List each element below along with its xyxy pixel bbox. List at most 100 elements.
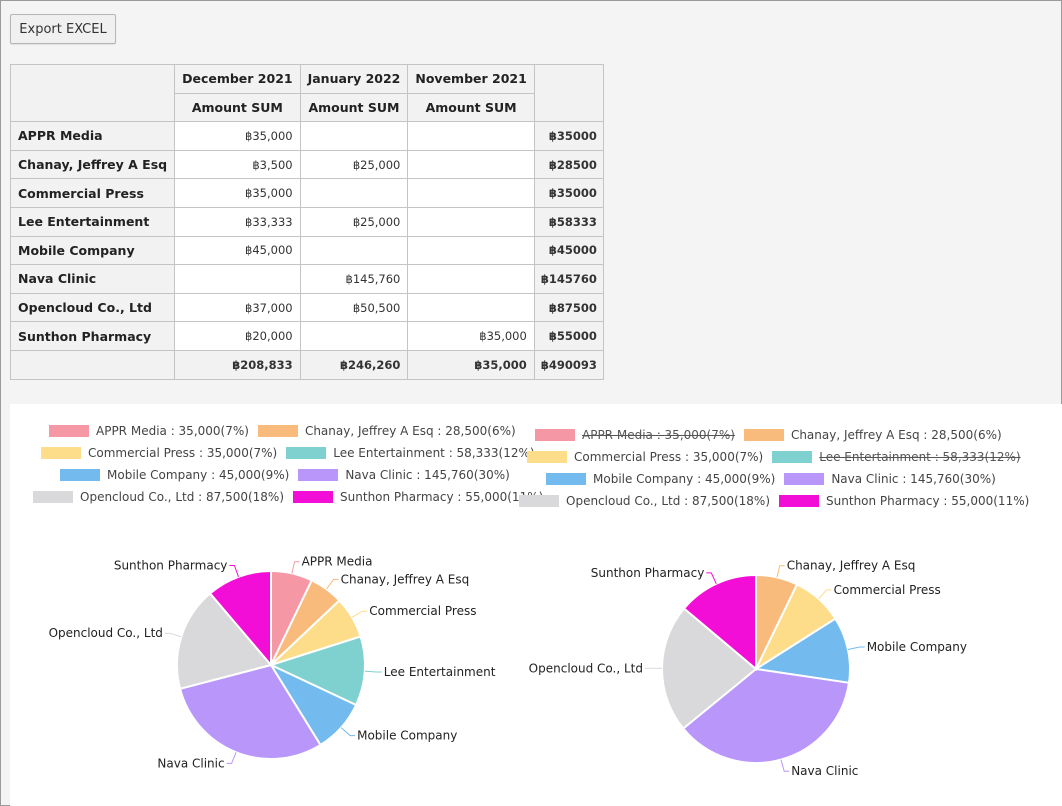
table-corner bbox=[9, 63, 176, 123]
column-header[interactable]: November 2021 bbox=[407, 64, 535, 94]
table-cell bbox=[407, 178, 535, 208]
legend-swatch bbox=[298, 469, 339, 481]
legend-item[interactable]: Chanay, Jeffrey A Esq : 28,500(6%) bbox=[257, 424, 516, 438]
pie-label-line bbox=[776, 565, 785, 578]
chart-panel: APPR Media : 35,000(7%) Chanay, Jeffrey A… bbox=[10, 404, 1062, 806]
pie-label-line bbox=[226, 752, 237, 764]
pie-chart-1: APPR Media Chanay, Jeffrey A Esq Commercia… bbox=[49, 555, 496, 771]
table-row: Mobile Company ฿45,000 ฿45000 bbox=[9, 235, 604, 266]
legend-row: Commercial Press : 35,000(7%) Lee Enterta… bbox=[41, 446, 544, 460]
legend-swatch bbox=[779, 495, 820, 507]
legend-swatch bbox=[535, 429, 575, 441]
pie-label: Opencloud Co., Ltd bbox=[49, 626, 163, 640]
legend-swatch bbox=[257, 425, 298, 437]
row-header[interactable]: Lee Entertainment bbox=[9, 206, 176, 237]
row-header[interactable]: Nava Clinic bbox=[9, 264, 176, 294]
pie-slice[interactable] bbox=[661, 607, 758, 730]
pie-label-line bbox=[351, 610, 368, 618]
legend-item[interactable]: Opencloud Co., Ltd : 87,500(18%) bbox=[33, 490, 284, 504]
table-cell: ฿25,000 bbox=[299, 206, 409, 237]
table-cell bbox=[299, 321, 409, 351]
legend-item[interactable]: Mobile Company : 45,000(9%) bbox=[546, 472, 775, 486]
legend-item[interactable]: Nava Clinic : 145,760(30%) bbox=[784, 472, 996, 486]
legend-item[interactable]: Commercial Press : 35,000(7%) bbox=[41, 446, 277, 460]
export-excel-button[interactable]: Export EXCEL bbox=[10, 14, 116, 44]
legend-swatch bbox=[41, 447, 81, 459]
table-cell bbox=[407, 292, 535, 323]
pie-slice[interactable] bbox=[682, 573, 757, 672]
row-header[interactable]: APPR Media bbox=[9, 121, 176, 151]
row-total-cell: ฿35000 bbox=[533, 121, 604, 151]
legend-label: Sunthon Pharmacy : 55,000(11%) bbox=[340, 490, 544, 504]
grand-total-sum: ฿490093 bbox=[533, 349, 604, 380]
legend-swatch bbox=[743, 429, 784, 441]
pie-label-line bbox=[340, 727, 356, 737]
pie-label-line bbox=[706, 572, 717, 585]
legend-item[interactable]: Lee Entertainment : 58,333(12%) bbox=[772, 450, 1021, 464]
table-cell: ฿3,500 bbox=[174, 149, 301, 180]
legend-item[interactable]: APPR Media : 35,000(7%) bbox=[49, 424, 249, 438]
pie-slice[interactable] bbox=[681, 667, 851, 764]
row-header[interactable]: Chanay, Jeffrey A Esq bbox=[9, 149, 176, 180]
row-header[interactable]: Opencloud Co., Ltd bbox=[9, 292, 176, 323]
legend-item[interactable]: Commercial Press : 35,000(7%) bbox=[527, 450, 763, 464]
pie-slice[interactable] bbox=[178, 663, 322, 760]
legend-item[interactable]: Opencloud Co., Ltd : 87,500(18%) bbox=[519, 494, 770, 508]
pie-label: Lee Entertainment bbox=[384, 665, 496, 679]
pie-slice[interactable] bbox=[268, 635, 366, 707]
row-header[interactable]: Mobile Company bbox=[9, 235, 176, 266]
row-total-cell: ฿28500 bbox=[533, 149, 604, 180]
row-total-cell: ฿58333 bbox=[533, 206, 604, 237]
pie-label-line bbox=[847, 646, 865, 650]
legend-swatch bbox=[33, 491, 73, 503]
legend-item[interactable]: Nava Clinic : 145,760(30%) bbox=[298, 468, 510, 482]
legend-label: Sunthon Pharmacy : 55,000(11%) bbox=[826, 494, 1030, 508]
column-header[interactable]: January 2022 bbox=[299, 64, 409, 94]
table-row: Lee Entertainment ฿33,333 ฿25,000 ฿58333 bbox=[9, 206, 604, 237]
pie-slice[interactable] bbox=[753, 617, 851, 684]
grand-total-cell: ฿35,000 bbox=[407, 349, 535, 380]
legend-item[interactable]: Chanay, Jeffrey A Esq : 28,500(6%) bbox=[743, 428, 1002, 442]
table-cell: ฿25,000 bbox=[299, 149, 409, 180]
table-cell bbox=[407, 121, 535, 151]
legend-item[interactable]: Sunthon Pharmacy : 55,000(11%) bbox=[779, 494, 1029, 508]
legend-swatch bbox=[527, 451, 567, 463]
pie-slice[interactable] bbox=[176, 592, 273, 691]
legend-label: APPR Media : 35,000(7%) bbox=[582, 428, 735, 442]
table-cell bbox=[174, 264, 301, 294]
pie-label: Sunthon Pharmacy bbox=[591, 566, 705, 580]
legend-item[interactable]: Sunthon Pharmacy : 55,000(11%) bbox=[293, 490, 543, 504]
pie-label-line bbox=[326, 578, 339, 590]
pivot-table: December 2021 January 2022 November 2021… bbox=[9, 63, 604, 380]
pie-label-line bbox=[229, 565, 239, 577]
legend-label: Mobile Company : 45,000(9%) bbox=[107, 468, 290, 482]
table-row: Commercial Press ฿35,000 ฿35000 bbox=[9, 178, 604, 208]
pie-label-line bbox=[291, 561, 300, 574]
grand-total-label bbox=[9, 349, 176, 380]
total-column-header bbox=[533, 63, 604, 123]
legend-label: APPR Media : 35,000(7%) bbox=[96, 424, 249, 438]
table-cell: ฿50,500 bbox=[299, 292, 409, 323]
legend-label: Nava Clinic : 145,760(30%) bbox=[831, 472, 996, 486]
pie-slice[interactable] bbox=[208, 569, 272, 668]
legend-swatch bbox=[286, 447, 327, 459]
measure-header: Amount SUM bbox=[174, 92, 301, 123]
column-header[interactable]: December 2021 bbox=[174, 64, 301, 94]
legend-item[interactable]: Mobile Company : 45,000(9%) bbox=[60, 468, 289, 482]
table-cell: ฿35,000 bbox=[174, 178, 301, 208]
row-header[interactable]: Commercial Press bbox=[9, 178, 176, 208]
pie-label: APPR Media bbox=[302, 555, 373, 569]
legend-item[interactable]: APPR Media : 35,000(7%) bbox=[535, 428, 735, 442]
legend-item[interactable]: Lee Entertainment : 58,333(12%) bbox=[286, 446, 535, 460]
table-cell bbox=[299, 178, 409, 208]
legend-swatch bbox=[60, 469, 100, 481]
row-header[interactable]: Sunthon Pharmacy bbox=[9, 321, 176, 351]
row-total-cell: ฿45000 bbox=[533, 235, 604, 266]
legend-label: Chanay, Jeffrey A Esq : 28,500(6%) bbox=[790, 428, 1002, 442]
legend-label: Lee Entertainment : 58,333(12%) bbox=[333, 446, 535, 460]
pie-label: Opencloud Co., Ltd bbox=[529, 661, 643, 675]
table-cell bbox=[407, 264, 535, 294]
legend-swatch bbox=[772, 451, 813, 463]
pie-label: Mobile Company bbox=[867, 640, 967, 654]
table-row: Nava Clinic ฿145,760 ฿145760 bbox=[9, 264, 604, 294]
